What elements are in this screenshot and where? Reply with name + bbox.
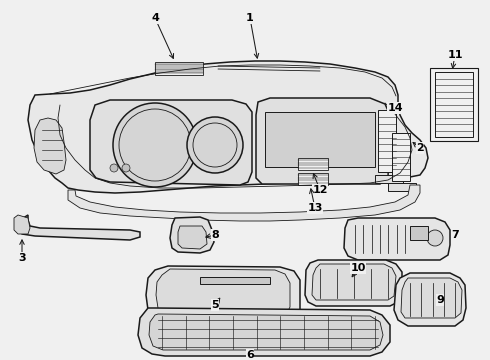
Bar	[435, 72, 473, 137]
Polygon shape	[90, 100, 252, 185]
Text: 6: 6	[246, 350, 254, 360]
Bar	[265, 112, 375, 167]
Text: 4: 4	[151, 13, 159, 23]
Bar	[430, 68, 478, 141]
Polygon shape	[170, 217, 214, 253]
Text: 11: 11	[447, 50, 463, 60]
Bar	[298, 158, 328, 170]
Polygon shape	[28, 61, 428, 193]
Text: 2: 2	[416, 143, 424, 153]
Polygon shape	[156, 269, 290, 319]
Text: 9: 9	[436, 295, 444, 305]
Polygon shape	[138, 308, 390, 356]
Bar	[392, 133, 410, 181]
Polygon shape	[68, 185, 420, 221]
Polygon shape	[344, 218, 450, 260]
Bar	[378, 110, 396, 172]
Bar	[155, 62, 203, 75]
Polygon shape	[305, 260, 402, 306]
Circle shape	[427, 230, 443, 246]
Text: 12: 12	[312, 185, 328, 195]
Text: 8: 8	[211, 230, 219, 240]
Circle shape	[187, 117, 243, 173]
Bar	[200, 277, 270, 284]
Polygon shape	[18, 215, 140, 240]
Text: 10: 10	[350, 263, 366, 273]
Text: 7: 7	[451, 230, 459, 240]
Polygon shape	[178, 226, 207, 249]
Text: 3: 3	[18, 253, 26, 263]
Circle shape	[122, 164, 130, 172]
Text: 5: 5	[211, 300, 219, 310]
Text: 14: 14	[387, 103, 403, 113]
Polygon shape	[149, 314, 383, 350]
Text: 13: 13	[307, 203, 323, 213]
Polygon shape	[394, 273, 466, 326]
Polygon shape	[34, 118, 66, 174]
Bar	[410, 226, 428, 240]
Circle shape	[110, 164, 118, 172]
Bar	[298, 173, 328, 185]
Text: 1: 1	[246, 13, 254, 23]
Bar	[388, 183, 416, 191]
Polygon shape	[312, 264, 396, 300]
Polygon shape	[401, 278, 462, 318]
Bar	[375, 175, 403, 183]
Polygon shape	[14, 215, 30, 234]
Polygon shape	[256, 98, 390, 184]
Polygon shape	[146, 266, 300, 325]
Circle shape	[113, 103, 197, 187]
